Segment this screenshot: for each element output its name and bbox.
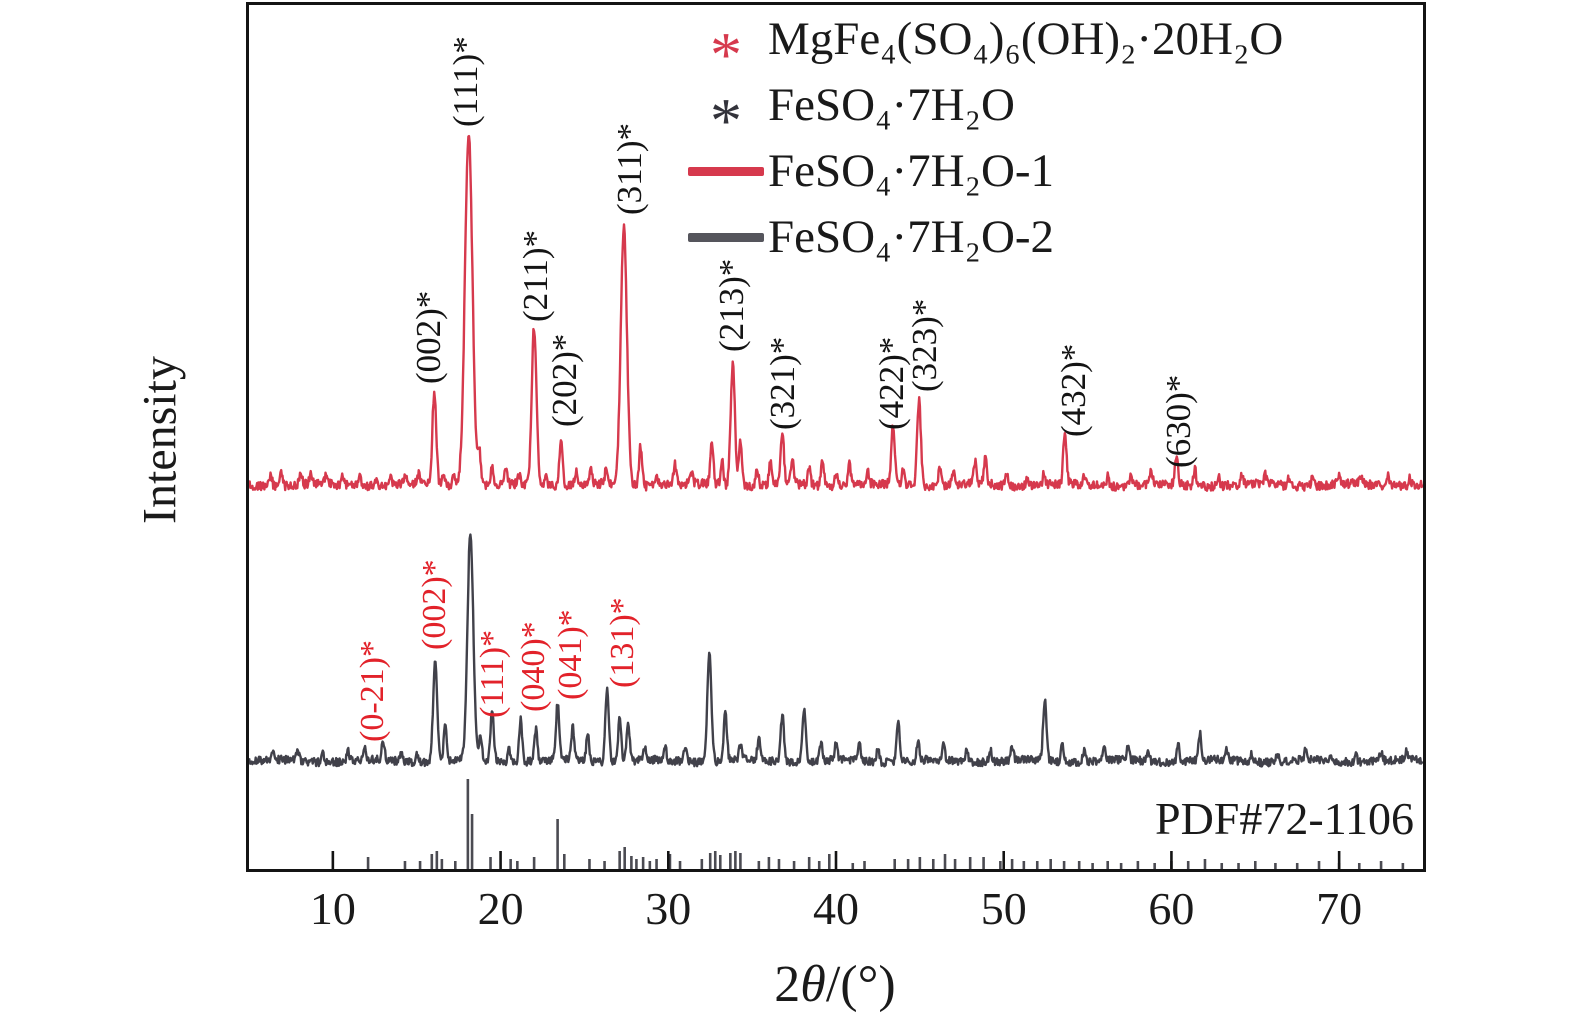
peak-label: (111)* [474,629,512,718]
legend-line [688,166,764,176]
peak-label: (311)* [609,122,649,215]
legend: * MgFe₄(SO₄)₆(OH)₂·20H₂O * FeSO₄·7H₂O FeSO₄·… [688,6,1283,270]
peak-label: (111)* [446,36,486,127]
peak-label: (323)* [904,298,944,392]
x-tick-label: 60 [1148,883,1195,934]
x-axis-label: 2θ/(°) [685,955,985,1014]
y-axis-label: Intensity [133,356,187,524]
peak-label: (131)* [604,597,641,688]
peak-label: (040)* [515,621,553,712]
legend-item: * MgFe₄(SO₄)₆(OH)₂·20H₂O [710,13,1284,90]
x-axis-label-prefix: 2 [774,956,801,1013]
peak-label: (0-21)* [354,640,392,742]
legend-label: FeSO₄·7H₂O-1 [768,145,1055,197]
xrd-chart-canvas [249,134,1423,869]
peak-label: (002)* [416,559,454,650]
x-tick-label: 40 [813,883,859,934]
x-tick-label: 10 [309,883,356,934]
plot-area [246,2,1426,872]
peak-label: (202)* [545,333,585,427]
x-tick-label: 70 [1316,883,1363,934]
legend-label: FeSO₄·7H₂O-2 [768,211,1055,263]
peak-label: (432)* [1054,343,1094,437]
legend-item: FeSO₄·7H₂O-1 [688,138,1283,204]
legend-label: FeSO₄·7H₂O [768,79,1015,131]
peak-label: (321)* [763,336,803,430]
peak-label: (211)* [515,229,555,322]
pdf-card-label: PDF#72-1106 [1155,793,1414,844]
legend-line [688,232,764,242]
x-tick-label: 30 [645,883,692,934]
peak-label: (041)* [552,609,589,700]
line-swatch-icon [688,166,764,176]
x-axis-label-theta: θ [800,956,826,1013]
legend-label: MgFe₄(SO₄)₆(OH)₂·20H₂O [768,13,1284,65]
peak-label: (630)* [1158,374,1198,468]
peak-label: (002)* [409,290,449,384]
x-tick-label: 20 [477,883,524,934]
line-swatch-icon [688,232,764,242]
legend-item: FeSO₄·7H₂O-2 [688,204,1283,270]
x-tick-label: 50 [980,883,1027,934]
legend-item: * FeSO₄·7H₂O [710,79,1015,156]
peak-label: (213)* [712,258,752,352]
x-axis-label-suffix: /(°) [825,956,896,1013]
